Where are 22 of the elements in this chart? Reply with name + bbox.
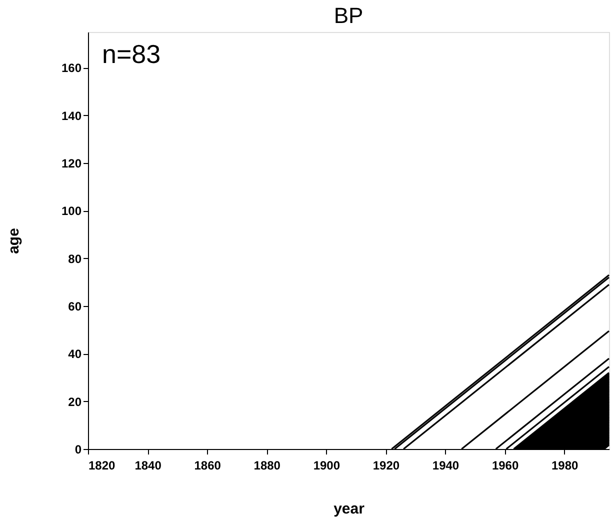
- x-axis-title: year: [334, 500, 365, 518]
- y-tick-label: 40: [68, 347, 82, 362]
- y-tick-label: 100: [61, 204, 82, 218]
- y-tick-label: 120: [61, 156, 82, 171]
- x-tick-label: 1840: [134, 458, 162, 472]
- y-axis-title: age: [5, 228, 22, 254]
- x-tick-label: 1820: [88, 458, 116, 472]
- y-tick-label: 80: [68, 252, 82, 266]
- y-tick-label: 0: [74, 442, 82, 456]
- x-tick-label: 1980: [551, 458, 579, 472]
- x-tick-label: 1960: [492, 458, 519, 472]
- annotation: n=83: [102, 39, 161, 69]
- y-tick-label: 20: [68, 394, 82, 409]
- x-tick-label: 1860: [194, 458, 222, 472]
- x-tick-label: 1940: [432, 458, 460, 472]
- x-tick-label: 1900: [313, 458, 340, 472]
- x-tick-label: 1880: [254, 458, 281, 472]
- y-tick-label: 140: [61, 108, 82, 123]
- chart-title: BP: [334, 3, 364, 28]
- y-tick-label: 160: [61, 61, 82, 76]
- y-tick-label: 60: [68, 300, 82, 314]
- x-tick-label: 1920: [372, 458, 400, 472]
